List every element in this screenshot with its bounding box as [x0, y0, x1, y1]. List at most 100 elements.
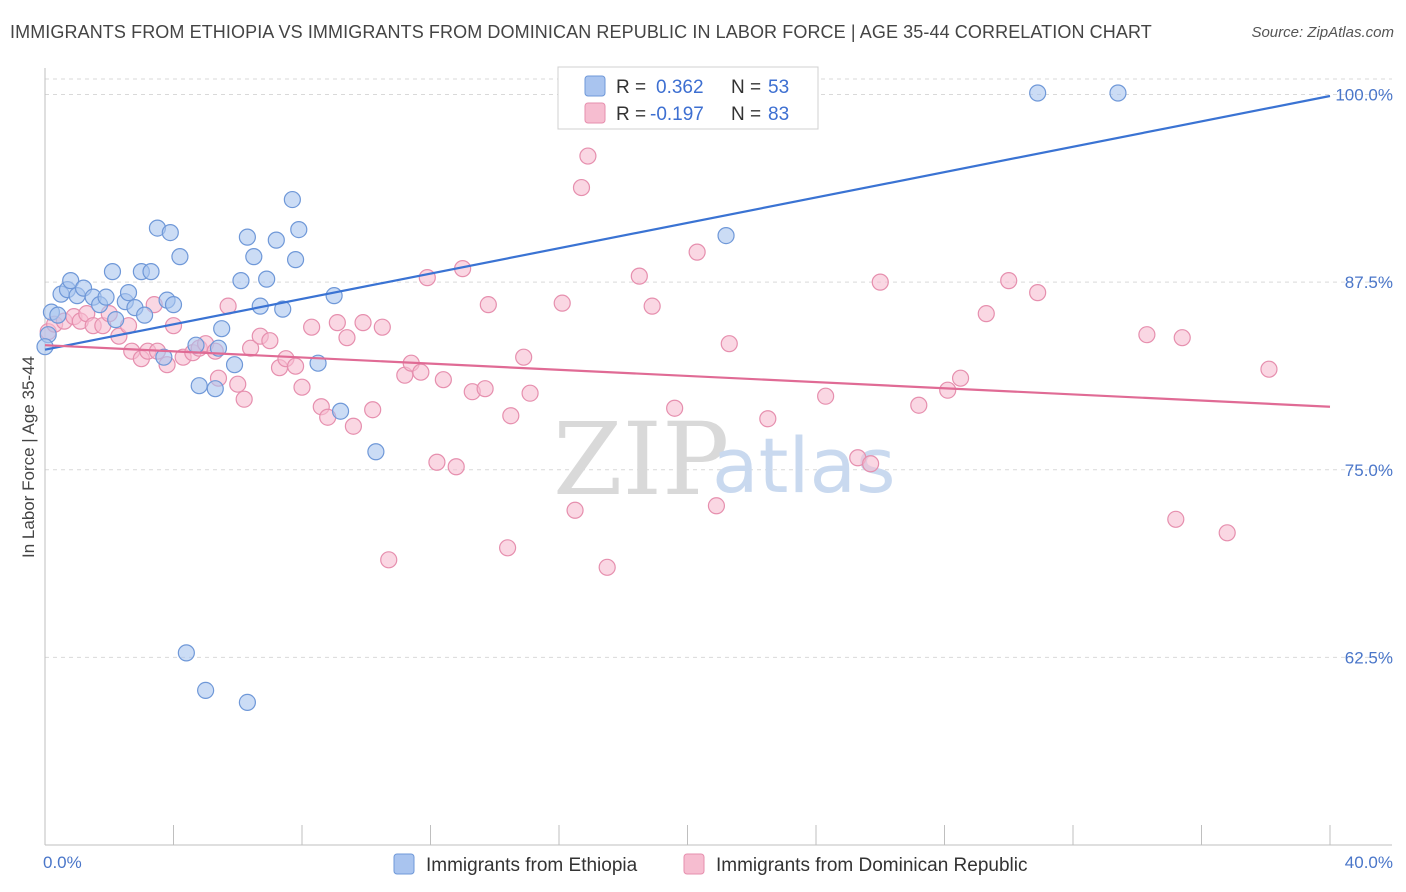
trend-lines — [44, 94, 1331, 408]
data-point-dominican — [286, 357, 305, 375]
watermark-zip: ZIP — [553, 401, 729, 518]
data-point-dominican — [862, 455, 880, 473]
data-point-ethiopia — [206, 380, 224, 398]
data-point-dominican — [235, 390, 253, 408]
y-tick-label: 87.5% — [1345, 273, 1393, 292]
data-point-dominican — [1138, 326, 1156, 344]
data-point-dominican — [1029, 284, 1047, 302]
data-point-dominican — [261, 332, 279, 350]
data-point-dominican — [977, 305, 995, 323]
data-point-ethiopia — [187, 336, 205, 354]
data-point-ethiopia — [119, 284, 138, 302]
data-point-dominican — [643, 297, 661, 315]
data-point-dominican — [720, 335, 738, 353]
legend-r-value-dominican: -0.197 — [650, 104, 704, 125]
legend-n-value-dominican: 83 — [768, 104, 789, 125]
data-point-ethiopia — [177, 644, 195, 662]
data-point-ethiopia — [62, 272, 80, 290]
data-point-dominican — [502, 407, 520, 425]
data-point-ethiopia — [1109, 84, 1127, 102]
data-point-dominican — [759, 410, 777, 428]
data-point-dominican — [499, 539, 517, 557]
data-point-dominican — [344, 417, 362, 435]
data-point-dominican — [598, 558, 616, 576]
data-point-dominican — [566, 501, 584, 519]
data-point-dominican — [229, 375, 247, 393]
data-point-dominican — [434, 371, 452, 389]
data-point-ethiopia — [190, 377, 208, 395]
top-legend: R = 0.362 N = 53 R = -0.197 N = 83 — [557, 66, 819, 130]
y-tick-label: 62.5% — [1345, 648, 1393, 667]
data-point-ethiopia — [49, 306, 67, 324]
data-point-ethiopia — [325, 287, 343, 305]
data-point-ethiopia — [171, 248, 189, 266]
data-point-dominican — [688, 243, 706, 261]
data-point-dominican — [1173, 329, 1191, 347]
data-point-dominican — [428, 453, 446, 471]
legend-n-label-dominican: N = — [731, 104, 761, 125]
data-point-ethiopia — [267, 231, 285, 249]
data-point-ethiopia — [164, 296, 183, 314]
legend-n-value-ethiopia: 53 — [768, 77, 789, 98]
data-point-dominican — [354, 314, 372, 332]
data-point-dominican — [910, 396, 928, 414]
data-point-ethiopia — [238, 228, 256, 246]
data-point-dominican — [666, 399, 684, 417]
x-tick-label-min: 0.0% — [43, 853, 82, 872]
data-point-ethiopia — [161, 224, 179, 242]
data-point-ethiopia — [97, 288, 115, 306]
data-point-dominican — [1000, 272, 1018, 290]
data-point-dominican — [1218, 524, 1236, 542]
data-point-dominican — [293, 378, 311, 396]
legend-swatch-dominican — [584, 102, 606, 124]
data-point-dominican — [579, 147, 597, 165]
data-point-ethiopia — [213, 320, 231, 338]
series-dominican-republic — [39, 147, 1278, 576]
trend-line-ethiopia — [44, 94, 1331, 351]
legend-r-value-ethiopia: 0.362 — [656, 77, 704, 98]
bottom-legend: Immigrants from Ethiopia Immigrants from… — [393, 853, 1028, 876]
data-point-dominican — [242, 339, 260, 357]
data-point-dominican — [412, 363, 430, 381]
x-tick-label-max: 40.0% — [1345, 853, 1393, 872]
data-point-ethiopia — [209, 339, 228, 357]
data-point-dominican — [515, 348, 533, 366]
y-tick-label: 100.0% — [1335, 86, 1393, 105]
series-ethiopia — [36, 84, 1127, 712]
legend-r-label-ethiopia: R = — [616, 77, 646, 98]
data-point-dominican — [338, 329, 356, 347]
data-point-dominican — [479, 296, 497, 314]
data-point-ethiopia — [142, 263, 160, 281]
data-point-dominican — [939, 381, 957, 399]
data-point-dominican — [303, 318, 321, 336]
data-point-ethiopia — [286, 251, 305, 269]
data-point-ethiopia — [283, 190, 301, 209]
data-point-dominican — [521, 384, 539, 402]
legend-r-label-dominican: R = — [616, 104, 646, 125]
data-point-ethiopia — [238, 693, 256, 712]
legend-swatch-ethiopia — [584, 75, 606, 97]
data-point-ethiopia — [225, 356, 244, 374]
y-tick-label: 75.0% — [1345, 461, 1393, 480]
data-point-ethiopia — [232, 272, 250, 290]
data-point-dominican — [364, 401, 382, 419]
data-point-dominican — [817, 387, 835, 405]
data-point-dominican — [373, 318, 391, 336]
data-point-ethiopia — [290, 221, 308, 239]
bottom-legend-swatch-ethiopia — [393, 853, 415, 875]
data-point-ethiopia — [331, 402, 350, 420]
trend-line-dominican — [44, 344, 1331, 408]
bottom-legend-swatch-dominican — [683, 853, 705, 875]
data-point-ethiopia — [103, 263, 122, 281]
data-point-dominican — [707, 497, 726, 515]
axes: 62.5% 75.0% 87.5% 100.0% 0.0% 40.0% — [43, 68, 1393, 872]
data-point-ethiopia — [258, 270, 276, 288]
y-axis-label: In Labor Force | Age 35-44 — [19, 356, 38, 558]
data-point-dominican — [380, 551, 398, 569]
data-point-dominican — [447, 458, 465, 476]
data-point-dominican — [553, 294, 571, 312]
legend-n-label-ethiopia: N = — [731, 77, 761, 98]
data-point-ethiopia — [36, 338, 54, 356]
gridlines — [45, 78, 1392, 658]
data-point-dominican — [572, 178, 591, 197]
